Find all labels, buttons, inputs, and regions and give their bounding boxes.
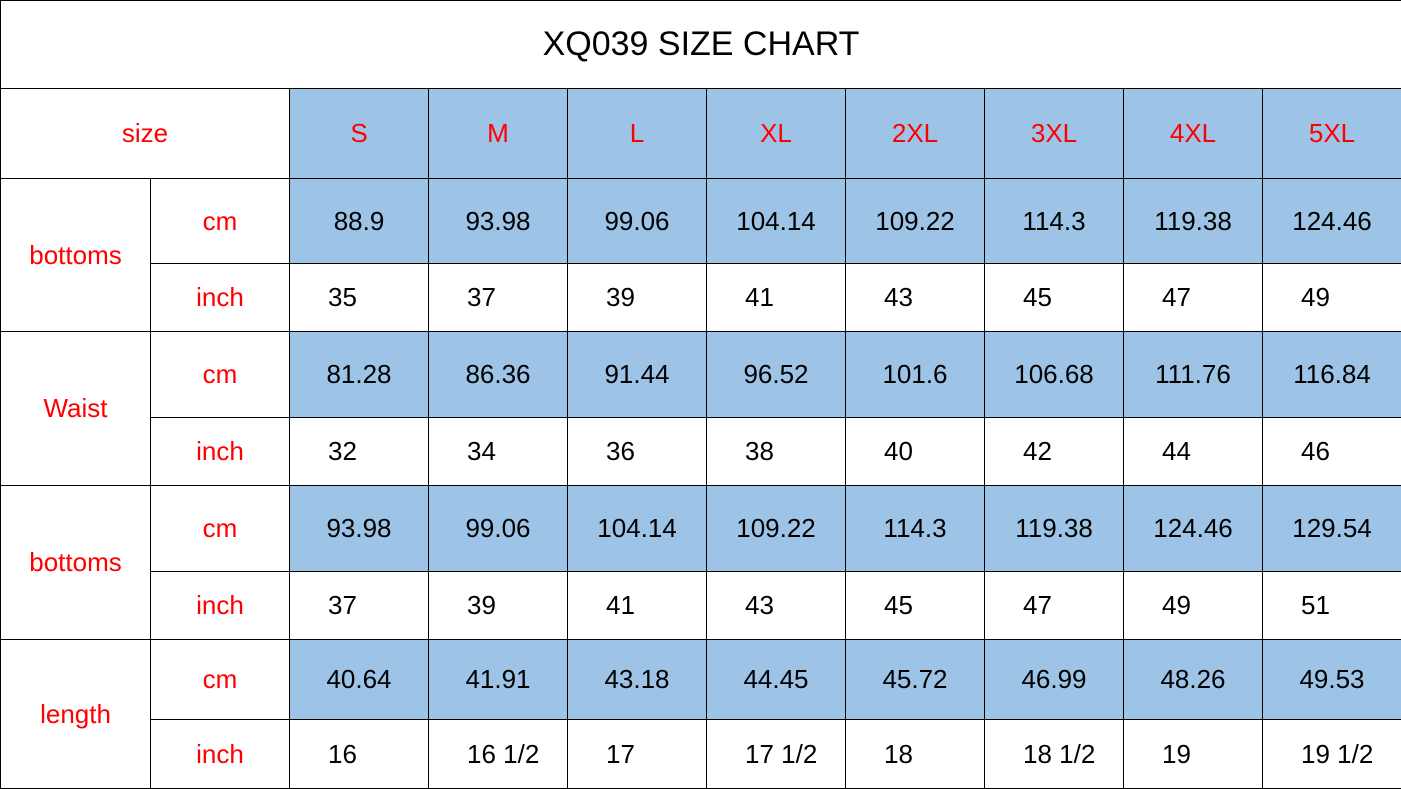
value-cell: 34 [429, 418, 568, 486]
value-cell: 104.14 [568, 486, 707, 572]
unit-label: cm [151, 179, 290, 264]
value-cell: 88.9 [290, 179, 429, 264]
value-cell: 16 1/2 [429, 720, 568, 789]
value-cell: 96.52 [707, 332, 846, 418]
value-cell: 39 [568, 264, 707, 332]
value-cell: 39 [429, 572, 568, 640]
value-cell: 43 [846, 264, 985, 332]
value-cell: 17 [568, 720, 707, 789]
value-cell: 119.38 [1124, 179, 1263, 264]
unit-label: cm [151, 332, 290, 418]
value-cell: 104.14 [707, 179, 846, 264]
value-cell: 116.84 [1263, 332, 1401, 418]
value-cell: 45 [985, 264, 1124, 332]
unit-label: cm [151, 640, 290, 720]
value-cell: 18 [846, 720, 985, 789]
value-cell: 36 [568, 418, 707, 486]
value-cell: 46 [1263, 418, 1401, 486]
value-cell: 41.91 [429, 640, 568, 720]
value-cell: 40.64 [290, 640, 429, 720]
size-header-3xl: 3XL [985, 89, 1124, 179]
value-cell: 37 [429, 264, 568, 332]
value-cell: 41 [568, 572, 707, 640]
measurement-label: bottoms [1, 179, 151, 332]
value-cell: 43 [707, 572, 846, 640]
value-cell: 119.38 [985, 486, 1124, 572]
size-header-m: M [429, 89, 568, 179]
size-header-label: size [1, 89, 290, 179]
size-header-xl: XL [707, 89, 846, 179]
unit-label: inch [151, 720, 290, 789]
unit-label: cm [151, 486, 290, 572]
value-cell: 114.3 [846, 486, 985, 572]
value-cell: 129.54 [1263, 486, 1401, 572]
value-cell: 44 [1124, 418, 1263, 486]
value-cell: 109.22 [846, 179, 985, 264]
value-cell: 91.44 [568, 332, 707, 418]
value-cell: 45.72 [846, 640, 985, 720]
value-cell: 43.18 [568, 640, 707, 720]
size-header-s: S [290, 89, 429, 179]
value-cell: 37 [290, 572, 429, 640]
value-cell: 17 1/2 [707, 720, 846, 789]
size-header-4xl: 4XL [1124, 89, 1263, 179]
value-cell: 114.3 [985, 179, 1124, 264]
size-header-l: L [568, 89, 707, 179]
measurement-label: bottoms [1, 486, 151, 640]
value-cell: 40 [846, 418, 985, 486]
value-cell: 32 [290, 418, 429, 486]
value-cell: 49 [1263, 264, 1401, 332]
value-cell: 101.6 [846, 332, 985, 418]
value-cell: 49 [1124, 572, 1263, 640]
title-row: XQ039 SIZE CHART [1, 1, 1401, 89]
value-cell: 38 [707, 418, 846, 486]
value-cell: 49.53 [1263, 640, 1401, 720]
value-cell: 46.99 [985, 640, 1124, 720]
value-cell: 99.06 [429, 486, 568, 572]
value-cell: 47 [985, 572, 1124, 640]
value-cell: 16 [290, 720, 429, 789]
value-cell: 93.98 [429, 179, 568, 264]
value-cell: 19 1/2 [1263, 720, 1401, 789]
value-cell: 81.28 [290, 332, 429, 418]
value-cell: 93.98 [290, 486, 429, 572]
size-header-5xl: 5XL [1263, 89, 1401, 179]
measurement-label: Waist [1, 332, 151, 486]
size-header-2xl: 2XL [846, 89, 985, 179]
value-cell: 124.46 [1124, 486, 1263, 572]
value-cell: 109.22 [707, 486, 846, 572]
value-cell: 19 [1124, 720, 1263, 789]
value-cell: 124.46 [1263, 179, 1401, 264]
measurement-label: length [1, 640, 151, 789]
unit-label: inch [151, 418, 290, 486]
value-cell: 106.68 [985, 332, 1124, 418]
unit-label: inch [151, 264, 290, 332]
chart-title: XQ039 SIZE CHART [1, 1, 1401, 89]
value-cell: 51 [1263, 572, 1401, 640]
value-cell: 48.26 [1124, 640, 1263, 720]
value-cell: 86.36 [429, 332, 568, 418]
value-cell: 18 1/2 [985, 720, 1124, 789]
value-cell: 47 [1124, 264, 1263, 332]
value-cell: 45 [846, 572, 985, 640]
value-cell: 111.76 [1124, 332, 1263, 418]
value-cell: 35 [290, 264, 429, 332]
value-cell: 42 [985, 418, 1124, 486]
value-cell: 44.45 [707, 640, 846, 720]
value-cell: 41 [707, 264, 846, 332]
value-cell: 99.06 [568, 179, 707, 264]
unit-label: inch [151, 572, 290, 640]
